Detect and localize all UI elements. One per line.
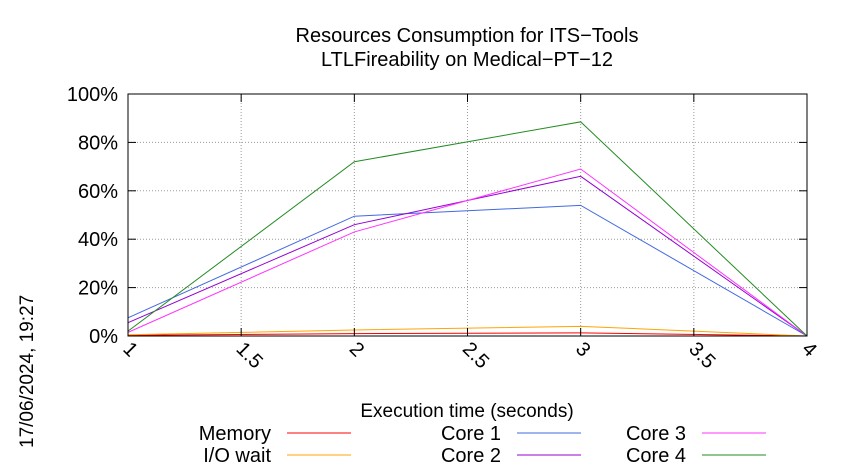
- legend-label-core-3: Core 3: [626, 423, 686, 445]
- x-tick-label: 3: [571, 338, 594, 361]
- y-tick-label: 40%: [78, 229, 118, 251]
- x-tick-label: 3.5: [684, 338, 719, 373]
- legend-label-i-o-wait: I/O wait: [203, 445, 271, 467]
- x-axis-ticks: 1 1.5 2 2.5 3 3.5 4: [118, 94, 821, 373]
- x-tick-label: 2: [345, 338, 368, 361]
- legend-label-core-1: Core 1: [441, 423, 501, 445]
- y-tick-label: 100%: [67, 84, 118, 106]
- x-tick-label: 1: [118, 338, 141, 361]
- legend-label-core-4: Core 4: [626, 445, 686, 467]
- x-tick-label: 2.5: [458, 338, 493, 373]
- chart-subtitle: LTLFireability on Medical−PT−12: [321, 49, 613, 71]
- x-axis-label: Execution time (seconds): [360, 401, 573, 422]
- y-tick-label: 20%: [78, 278, 118, 300]
- chart-title: Resources Consumption for ITS−Tools: [296, 25, 639, 47]
- y-tick-label: 60%: [78, 181, 118, 203]
- timestamp: 17/06/2024, 19:27: [17, 295, 38, 448]
- series-lines: [127, 121, 808, 337]
- x-tick-label: 1.5: [232, 338, 267, 373]
- y-tick-label: 0%: [89, 326, 118, 348]
- series-line-core-4: [127, 121, 808, 337]
- x-tick-label: 4: [797, 338, 820, 361]
- grid-lines: [128, 94, 807, 336]
- y-tick-label: 80%: [78, 132, 118, 154]
- legend-label-core-2: Core 2: [441, 445, 501, 467]
- series-line-core-1: [127, 204, 808, 337]
- y-axis-ticks: 0% 20% 40% 60% 80% 100%: [67, 84, 807, 348]
- series-line-core-3: [127, 168, 808, 337]
- legend-label-memory: Memory: [199, 423, 271, 445]
